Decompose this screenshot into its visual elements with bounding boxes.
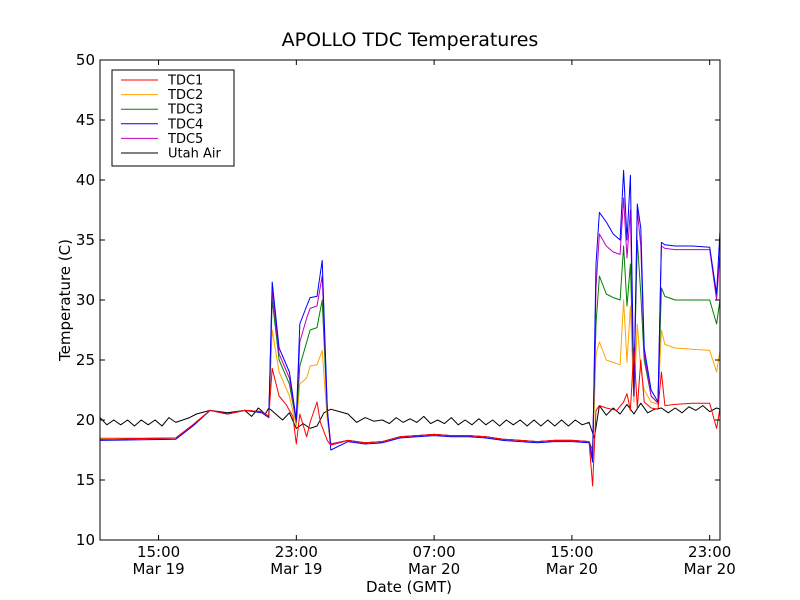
series-line-tdc1 [99, 347, 721, 487]
y-tick-label: 50 [76, 51, 95, 69]
legend-box [111, 69, 235, 167]
y-axis-label: Temperature (C) [56, 239, 74, 362]
y-tick-label: 35 [76, 231, 95, 249]
x-tick-date-label: Mar 20 [684, 560, 736, 578]
x-tick-time-label: 23:00 [688, 543, 731, 561]
series-layer [99, 169, 721, 487]
x-tick-time-label: 23:00 [275, 543, 318, 561]
y-tick-label: 30 [76, 291, 95, 309]
x-tick-date-label: Mar 20 [546, 560, 598, 578]
chart-title: APOLLO TDC Temperatures [282, 29, 539, 51]
y-tick-label: 25 [76, 351, 95, 369]
legend-label: TDC2 [167, 88, 203, 103]
legend-label: TDC4 [167, 117, 203, 132]
x-tick-time-label: 07:00 [412, 543, 455, 561]
legend-label: TDC1 [167, 74, 203, 89]
y-tick-label: 10 [76, 531, 95, 549]
x-tick-date-label: Mar 20 [408, 560, 460, 578]
y-tick-label: 20 [76, 411, 95, 429]
x-axis-label: Date (GMT) [366, 578, 452, 596]
y-axis: 10 15 20 25 30 35 40 45 50 [76, 51, 720, 549]
series-line-tdc4 [99, 169, 721, 463]
legend-label: TDC5 [167, 132, 203, 147]
y-tick-label: 40 [76, 171, 95, 189]
x-tick-time-label: 15:00 [137, 543, 180, 561]
legend-label: Utah Air [168, 147, 221, 162]
legend-label: TDC3 [167, 103, 203, 118]
x-tick-date-label: Mar 19 [132, 560, 184, 578]
series-line-utah-air [99, 402, 721, 439]
y-tick-label: 45 [76, 111, 95, 129]
y-tick-label: 15 [76, 471, 95, 489]
x-tick-date-label: Mar 19 [270, 560, 322, 578]
x-tick-time-label: 15:00 [550, 543, 593, 561]
